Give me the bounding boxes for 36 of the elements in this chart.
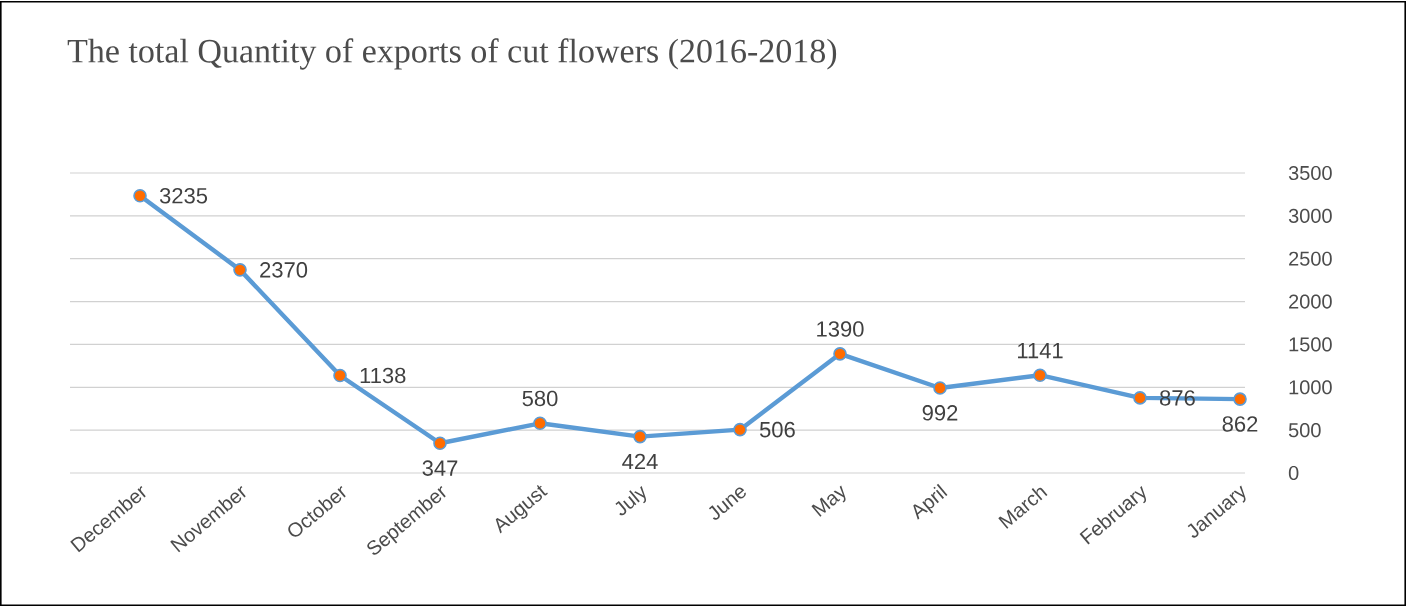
point	[233, 263, 247, 277]
point	[633, 429, 647, 444]
point	[433, 436, 447, 451]
data-label: 862	[1222, 416, 1258, 432]
y-tick-label: 0	[1288, 465, 1299, 481]
x-tick-label: May	[811, 485, 846, 517]
y-tick-label: 500	[1288, 423, 1321, 438]
point	[533, 416, 547, 431]
y-tick-label: 2500	[1289, 251, 1332, 266]
data-label: 347	[422, 460, 458, 476]
x-tick-label: July	[615, 486, 647, 516]
data-label: 1138	[360, 367, 406, 384]
point	[833, 347, 847, 361]
y-tick-label: 1500	[1289, 337, 1332, 352]
point	[933, 381, 947, 395]
data-label: 424	[622, 453, 658, 470]
data-label: 876	[1160, 390, 1195, 406]
point	[333, 368, 347, 383]
y-tick-label: 1000	[1289, 380, 1332, 395]
data-label: 580	[522, 390, 558, 407]
data-label: 2370	[260, 262, 308, 278]
point	[1133, 391, 1147, 405]
y-tick-label: 2000	[1289, 294, 1332, 309]
x-tick-label: June	[708, 487, 746, 520]
data-label: 506	[759, 421, 795, 438]
point	[1033, 368, 1047, 382]
y-tick-label: 3500	[1288, 165, 1332, 181]
point	[733, 422, 747, 437]
point	[133, 188, 147, 203]
data-label: 1390	[817, 321, 864, 337]
data-label: 1141	[1018, 343, 1063, 359]
y-tick-label: 3000	[1288, 208, 1332, 223]
data-label: 3235	[159, 187, 208, 204]
chart-title: The total Quantity of exports of cut flowers (2016-2018)	[67, 38, 837, 70]
data-label: 992	[922, 405, 958, 421]
point	[1233, 392, 1247, 406]
